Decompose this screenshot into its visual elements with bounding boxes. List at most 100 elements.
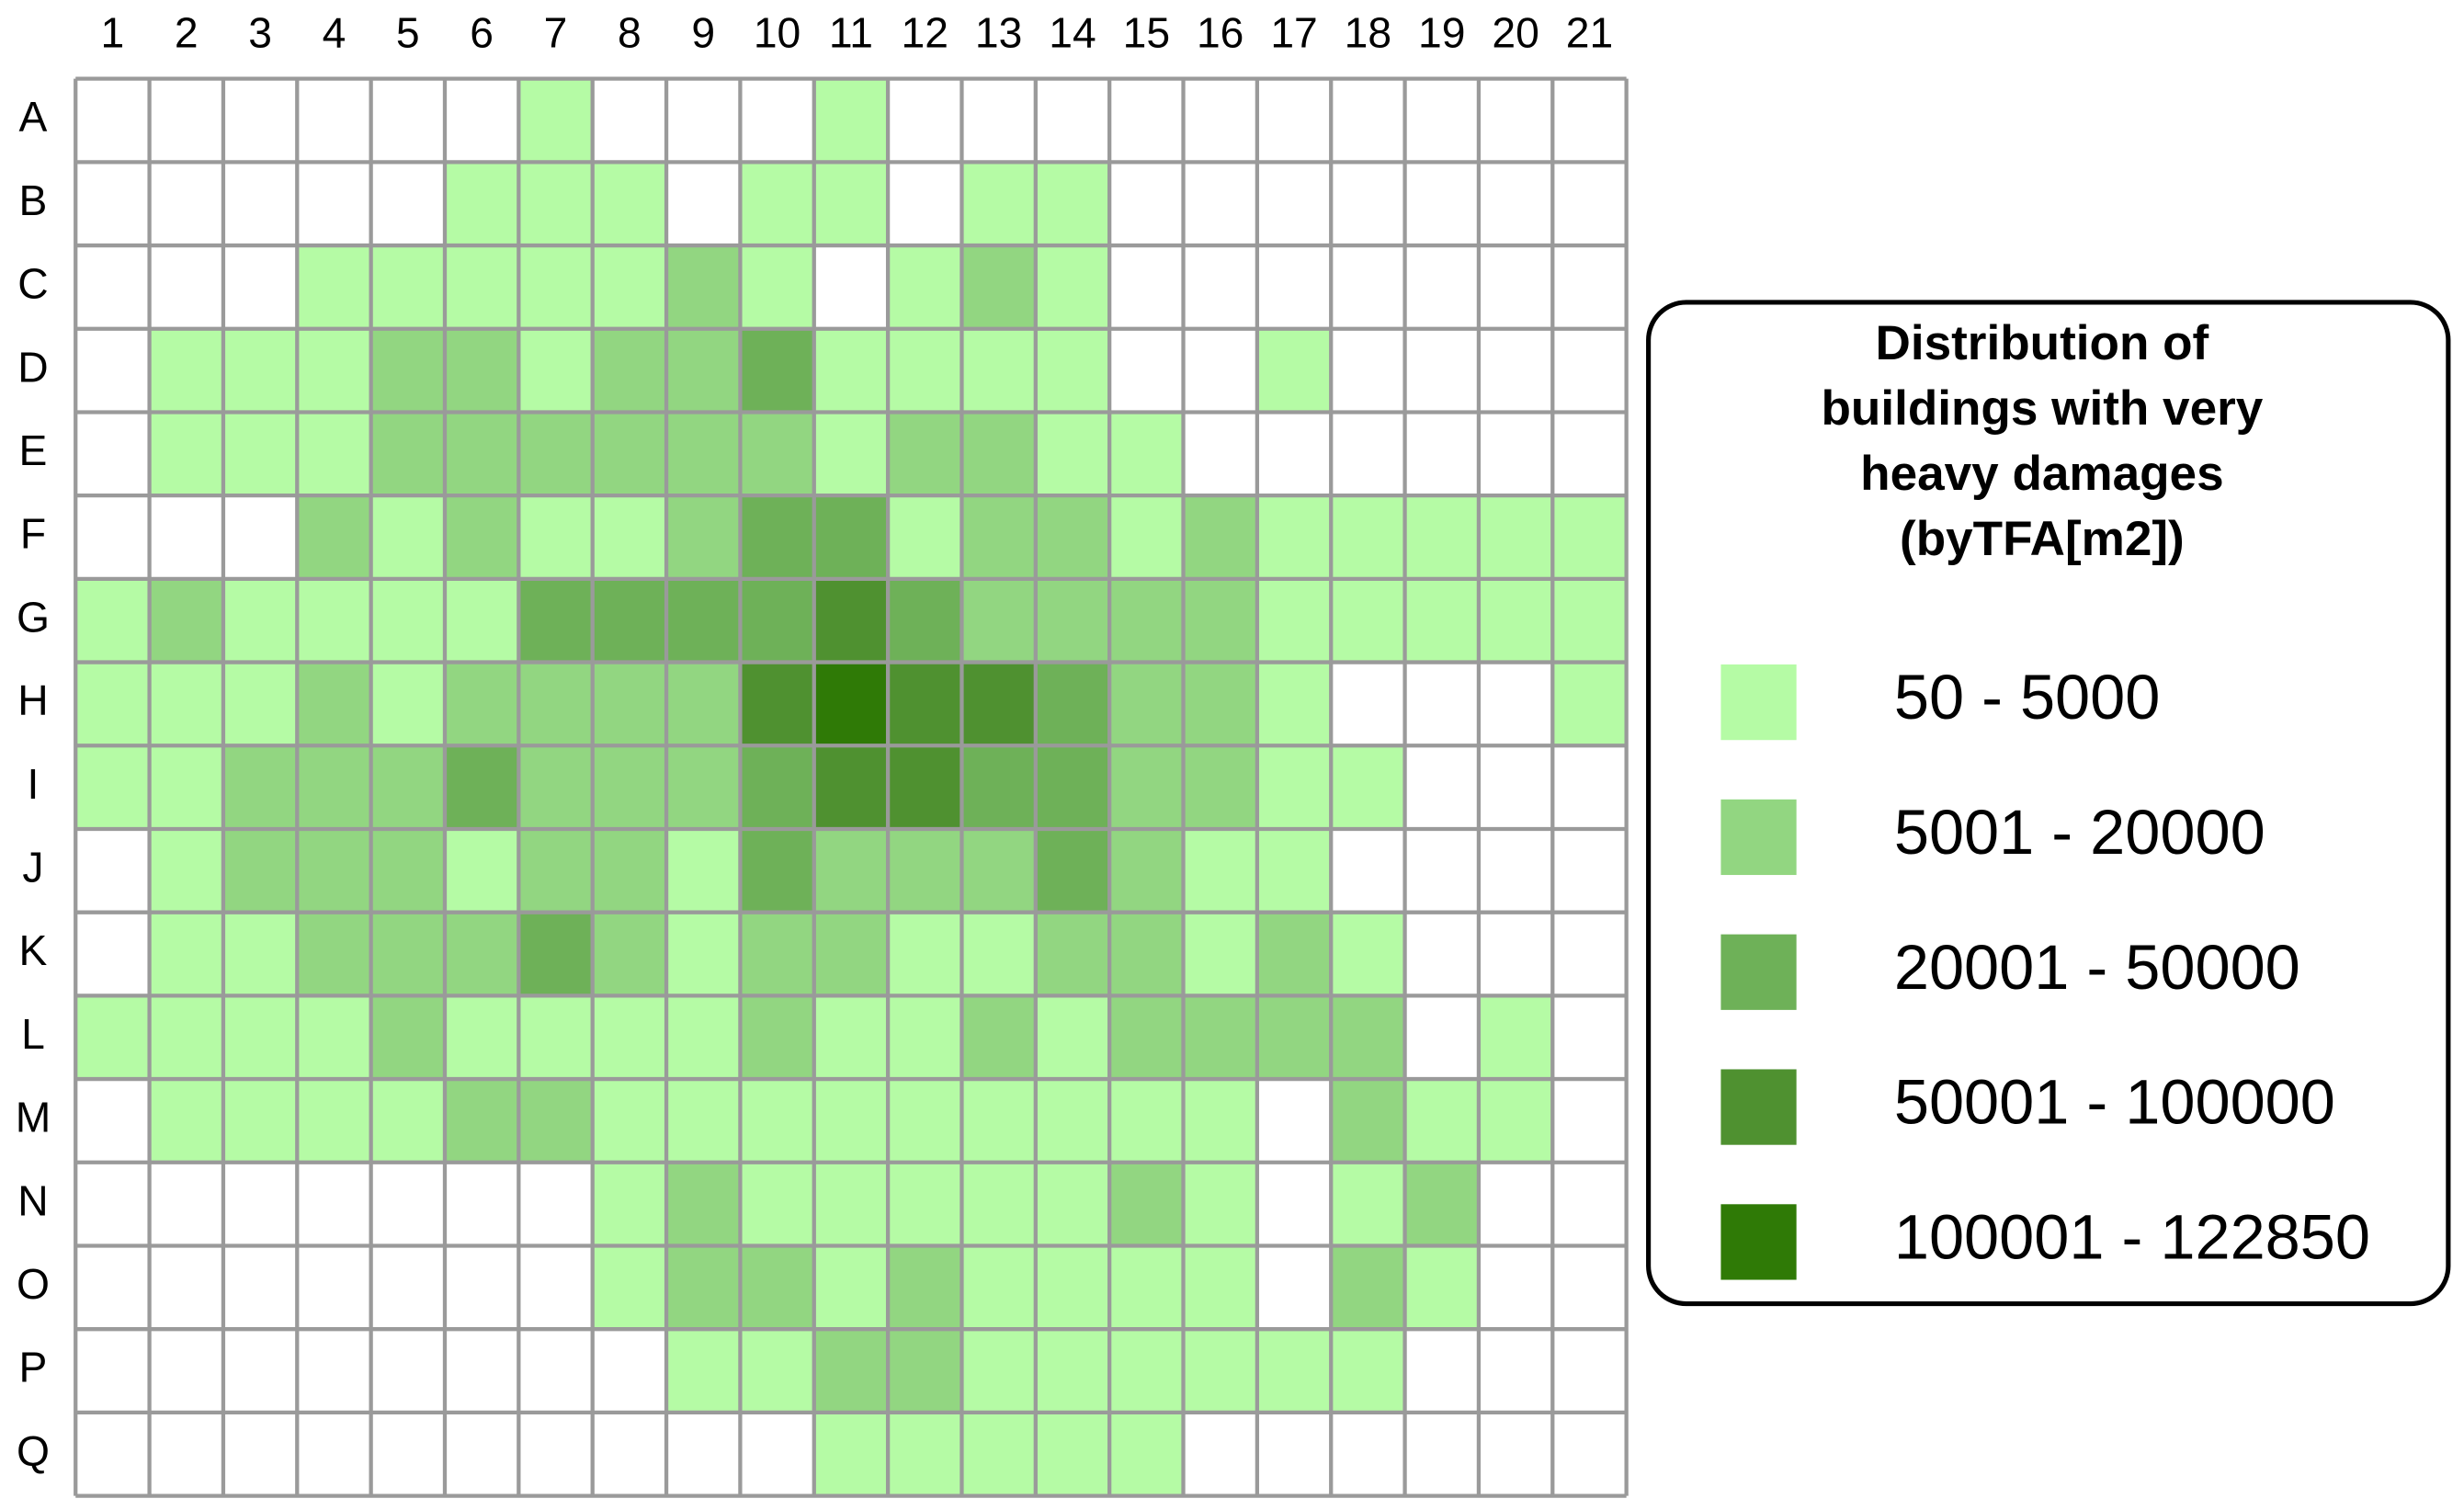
- cell: [370, 1329, 445, 1413]
- cell: [149, 162, 223, 246]
- cell: [1404, 328, 1479, 413]
- cell: [1256, 1245, 1332, 1330]
- cell: [222, 994, 299, 1080]
- cell: [1109, 78, 1184, 163]
- cell: [960, 411, 1037, 497]
- cell: [149, 1412, 223, 1496]
- cell: [740, 78, 814, 163]
- column-label: 1: [101, 9, 125, 57]
- cell: [1182, 1161, 1258, 1247]
- cell: [1403, 578, 1480, 664]
- cell: [149, 1245, 223, 1330]
- cell: [1182, 661, 1258, 747]
- cell: [1183, 1412, 1257, 1496]
- cell: [591, 494, 667, 580]
- cell: [369, 661, 446, 747]
- cell: [739, 1161, 815, 1247]
- cell: [148, 828, 224, 914]
- cell: [739, 911, 815, 997]
- cell: [1552, 995, 1627, 1080]
- cell: [1404, 995, 1479, 1080]
- cell: [812, 1328, 889, 1413]
- cell: [812, 327, 889, 414]
- cell: [517, 77, 594, 164]
- cell: [1109, 245, 1184, 329]
- cell: [1183, 245, 1257, 329]
- cell: [665, 661, 742, 747]
- column-label: 19: [1418, 9, 1465, 57]
- cell: [1108, 578, 1185, 664]
- cell: [739, 744, 815, 830]
- column-label: 21: [1566, 9, 1613, 57]
- cell: [1552, 328, 1627, 413]
- column-label: 12: [902, 9, 948, 57]
- cell: [1182, 1244, 1258, 1331]
- cell: [1331, 162, 1405, 246]
- cell: [1108, 1161, 1185, 1247]
- column-label: 5: [396, 9, 420, 57]
- cell: [739, 411, 815, 497]
- cell: [517, 744, 594, 830]
- cell: [960, 1412, 1037, 1497]
- cell: [591, 911, 667, 997]
- cell: [592, 1412, 667, 1496]
- cell: [1330, 494, 1406, 580]
- cell: [1034, 1244, 1111, 1331]
- cell: [517, 994, 594, 1080]
- cell: [1478, 1412, 1553, 1496]
- cell: [887, 411, 963, 497]
- cell: [369, 994, 446, 1080]
- cell: [444, 578, 520, 664]
- cell: [591, 828, 667, 914]
- row-label: L: [21, 1010, 45, 1058]
- cell: [665, 1078, 742, 1164]
- cell: [665, 578, 742, 664]
- cell: [370, 1162, 445, 1246]
- cell: [1034, 994, 1111, 1080]
- cell: [222, 661, 299, 747]
- cell: [665, 911, 742, 997]
- cell: [1256, 494, 1333, 580]
- cell: [148, 1078, 224, 1164]
- cell: [960, 1244, 1037, 1331]
- cell: [1183, 328, 1257, 413]
- cell: [591, 578, 667, 664]
- cell: [1256, 744, 1333, 830]
- cell: [297, 1245, 371, 1330]
- cell: [149, 1162, 223, 1246]
- row-label: G: [17, 593, 50, 641]
- cell: [1108, 1412, 1185, 1497]
- cell: [887, 1161, 963, 1247]
- cell: [1034, 1412, 1111, 1497]
- cell: [1034, 1161, 1111, 1247]
- row-label: N: [17, 1176, 48, 1224]
- cell: [222, 828, 299, 914]
- cell: [1183, 162, 1257, 246]
- cell: [665, 994, 742, 1080]
- cell: [1331, 245, 1405, 329]
- cell: [222, 1162, 298, 1246]
- cell: [1256, 327, 1333, 414]
- cell: [296, 411, 372, 497]
- column-label: 6: [470, 9, 494, 57]
- cell: [1478, 494, 1554, 580]
- cell: [517, 161, 594, 246]
- cell: [148, 661, 224, 747]
- cell: [222, 911, 299, 997]
- cell: [148, 911, 224, 997]
- cell: [222, 578, 299, 664]
- cell: [1109, 328, 1184, 413]
- cell: [1256, 245, 1332, 329]
- cell: [517, 244, 594, 330]
- cell: [739, 661, 815, 747]
- cell: [517, 1078, 594, 1164]
- cell: [1552, 1162, 1627, 1246]
- cell: [444, 1329, 519, 1413]
- cell: [887, 327, 963, 414]
- cell: [444, 994, 520, 1080]
- legend-swatch: [1720, 1069, 1797, 1145]
- cell: [74, 994, 151, 1080]
- legend-swatch: [1720, 934, 1797, 1010]
- cell: [666, 78, 741, 163]
- cell: [1182, 911, 1258, 997]
